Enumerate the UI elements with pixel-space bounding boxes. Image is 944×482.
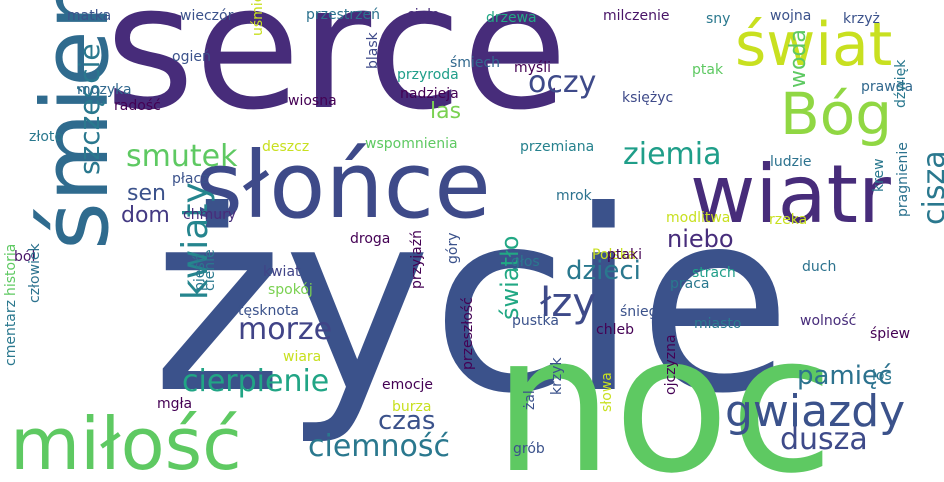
word-44: ciało (407, 7, 440, 23)
word-98: ojczyzna (663, 334, 679, 395)
word-37: wiara (283, 349, 322, 365)
word-35: spokój (268, 282, 313, 298)
word-81: praca (670, 276, 710, 292)
word-67: przemiana (520, 139, 595, 155)
word-8: Bóg (780, 80, 893, 148)
word-42: wieczór (180, 8, 234, 24)
word-31: droga (350, 231, 391, 247)
word-10: gwiazdy (725, 386, 906, 437)
word-61: wiosna (288, 93, 337, 109)
word-51: uśmiech (250, 0, 266, 36)
word-0: życie (152, 157, 792, 448)
word-25: niebo (667, 225, 734, 253)
word-21: dzieci (566, 256, 641, 286)
word-74: historia (3, 243, 19, 296)
word-94: los (872, 368, 892, 384)
word-75: głos (511, 254, 540, 270)
word-28: woda (786, 29, 811, 88)
word-2: noc (493, 294, 835, 482)
word-97: słowa (599, 372, 615, 412)
word-88: miasto (694, 316, 742, 332)
word-20: dusza (780, 422, 868, 457)
word-36: tęsknota (238, 303, 300, 319)
word-68: ludzie (770, 154, 812, 170)
word-58: księżyc (622, 90, 674, 106)
word-57: ptak (692, 62, 724, 78)
word-90: śpiew (870, 326, 911, 342)
word-17: smutek (126, 139, 238, 174)
word-95: żal (522, 390, 538, 410)
word-54: przyroda (397, 67, 459, 83)
word-26: dom (121, 203, 170, 228)
word-24: światło (496, 235, 524, 320)
word-29: las (430, 99, 462, 124)
word-76: Polska (592, 247, 637, 263)
word-96: krzyk (549, 357, 565, 395)
word-13: szczęście (73, 43, 106, 175)
word-63: dźwięk (893, 59, 909, 108)
word-15: ciemność (308, 429, 451, 464)
word-70: krew (871, 158, 887, 192)
word-53: śmiech (450, 55, 501, 71)
word-19: cisza (917, 150, 944, 225)
word-39: emocje (382, 377, 434, 393)
word-4: słońce (195, 132, 491, 239)
word-1: serce (105, 0, 568, 148)
word-18: oczy (528, 65, 597, 100)
word-38: burza (392, 399, 432, 415)
word-6: wiatr (690, 148, 891, 241)
word-73: pragnienie (895, 142, 911, 217)
word-66: wspomnienia (365, 136, 458, 152)
word-48: sny (706, 11, 731, 27)
word-27: sen (127, 181, 166, 206)
word-56: nadzieja (400, 86, 459, 102)
word-99: grób (513, 441, 545, 457)
word-72: rzeka (769, 212, 808, 228)
word-93: przeszłość (460, 297, 476, 370)
word-87: pustka (512, 313, 559, 329)
word-34: ból (14, 249, 36, 265)
word-79: duch (802, 259, 837, 275)
word-43: przestrzeń (306, 7, 380, 23)
word-12: łzy (540, 280, 597, 326)
word-92: cmentarz (3, 300, 19, 366)
word-41: matka (67, 8, 112, 24)
word-69: mrok (556, 188, 592, 204)
word-23: pamięć (797, 361, 893, 391)
word-32: chmury (183, 207, 237, 223)
word-89: wolność (800, 313, 857, 329)
word-22: czas (378, 406, 436, 436)
word-71: modlitwa (666, 210, 731, 226)
word-14: morze (238, 312, 333, 347)
word-40: mgła (157, 396, 193, 412)
word-80: góry (445, 232, 461, 265)
word-55: myśli (514, 60, 551, 76)
word-77: ptaki (607, 247, 642, 263)
word-5: miłość (10, 402, 242, 482)
word-46: milczenie (603, 8, 670, 24)
word-11: cierpienie (182, 364, 330, 399)
word-64: złoto (29, 129, 63, 145)
word-65: deszcz (262, 139, 310, 155)
word-91: chleb (596, 322, 634, 338)
word-78: strach (692, 265, 736, 281)
word-62: prawda (861, 79, 914, 95)
word-59: muzyka (77, 82, 132, 98)
word-50: ogień (172, 49, 211, 65)
word-84: człowiek (27, 243, 43, 303)
word-49: krzyż (843, 11, 880, 27)
word-60: radość (114, 98, 161, 114)
word-47: wojna (770, 8, 812, 24)
word-33: płacz (172, 171, 209, 187)
word-52: blask (365, 32, 381, 69)
word-7: świat (735, 10, 893, 80)
word-83: cienie (202, 249, 218, 291)
word-86: śnieg (620, 304, 658, 320)
word-30: kwiat (263, 264, 301, 280)
word-45: drzewa (486, 10, 537, 26)
word-85: przyjaźń (409, 230, 425, 289)
word-16: ziemia (623, 137, 722, 172)
